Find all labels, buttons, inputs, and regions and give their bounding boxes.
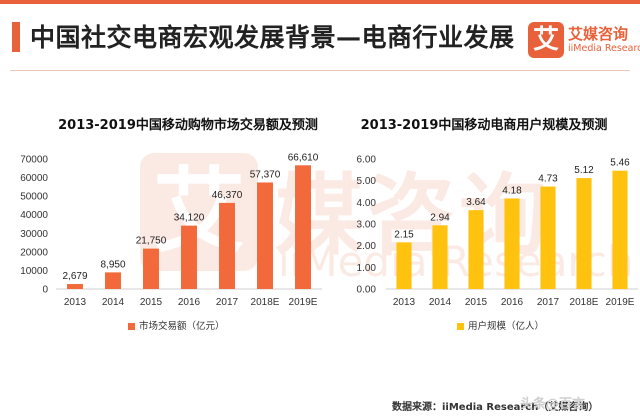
right-bar (504, 198, 520, 289)
right-chart-legend: 用户规模（亿人） (457, 318, 544, 332)
left-data-label: 46,370 (212, 190, 243, 201)
left-legend-label: 市场交易额（亿元） (139, 321, 225, 332)
left-bar (67, 284, 83, 289)
logo-english-name: iiMedia Research (568, 43, 640, 54)
left-data-label: 2,679 (62, 271, 87, 282)
left-chart-legend: 市场交易额（亿元） (128, 318, 225, 332)
data-source: 数据来源：iiMedia Research（艾媒咨询） (392, 402, 599, 413)
right-data-label: 2.94 (430, 212, 450, 223)
left-x-tick-label: 2017 (216, 297, 239, 308)
right-x-tick-label: 2018E (570, 297, 599, 308)
left-bar (181, 225, 197, 289)
left-y-tick-label: 0 (42, 285, 48, 296)
brand-logo: 艾 艾媒咨询 iiMedia Research (528, 22, 640, 60)
right-bar (468, 210, 484, 289)
left-y-tick-label: 70000 (20, 155, 48, 166)
right-data-label: 3.64 (466, 197, 486, 208)
page-title: 中国社交电商宏观发展背景—电商行业发展 (30, 23, 515, 52)
right-y-tick-label: 5.00 (357, 176, 377, 187)
right-bar (540, 186, 556, 289)
right-data-label: 5.12 (574, 165, 594, 176)
left-data-label: 21,750 (136, 236, 167, 247)
left-y-tick-label: 40000 (20, 210, 48, 221)
left-bar (295, 165, 311, 289)
left-y-tick-label: 10000 (20, 266, 48, 277)
left-y-tick-label: 30000 (20, 229, 48, 240)
right-y-tick-label: 2.00 (357, 241, 377, 252)
left-bar (143, 248, 159, 289)
right-y-tick-label: 1.00 (357, 263, 377, 274)
right-bar (576, 178, 592, 289)
right-chart-plot: 0.00 1.00 2.00 3.00 4.00 5.00 6.00 2.15 2013 2.94… (357, 155, 638, 308)
header-divider (10, 70, 630, 71)
right-data-label: 2.15 (394, 229, 414, 240)
left-data-label: 8,950 (100, 259, 125, 270)
right-bar (396, 242, 412, 289)
left-chart-plot: 0 10000 20000 30000 40000 50000 60000 70000 2,67… (20, 152, 322, 308)
right-y-tick-label: 3.00 (357, 220, 377, 231)
left-x-tick-label: 2015 (140, 297, 163, 308)
right-data-label: 5.46 (610, 158, 630, 169)
right-x-tick-label: 2019E (606, 297, 635, 308)
right-x-tick-label: 2014 (429, 297, 452, 308)
right-chart-title: 2013-2019中国移动电商用户规模及预测 (360, 118, 608, 133)
right-bar (612, 170, 628, 289)
right-x-tick-label: 2016 (501, 297, 524, 308)
left-data-label: 34,120 (174, 213, 205, 224)
right-x-tick-label: 2013 (393, 297, 416, 308)
left-x-tick-label: 2019E (289, 297, 318, 308)
left-x-tick-label: 2014 (102, 297, 125, 308)
left-chart-title: 2013-2019中国移动购物市场交易额及预测 (58, 118, 318, 133)
right-x-tick-label: 2015 (465, 297, 488, 308)
left-y-tick-label: 50000 (20, 192, 48, 203)
right-x-tick-label: 2017 (537, 297, 560, 308)
right-bar (432, 225, 448, 289)
left-data-label: 66,610 (288, 152, 319, 163)
right-data-label: 4.73 (538, 174, 558, 185)
legend-swatch-right (457, 323, 464, 330)
right-y-tick-label: 4.00 (357, 198, 377, 209)
left-x-tick-label: 2013 (64, 297, 87, 308)
top-accent-rule (0, 0, 640, 4)
left-data-label: 57,370 (250, 169, 281, 180)
left-bar (105, 272, 121, 289)
left-bar (257, 182, 273, 289)
right-legend-label: 用户规模（亿人） (468, 321, 545, 332)
logo-chinese-name: 艾媒咨询 (568, 25, 629, 43)
right-y-tick-label: 6.00 (357, 155, 377, 166)
right-data-label: 4.18 (502, 185, 522, 196)
corner-watermark: 头条@百言 (520, 397, 586, 412)
left-y-tick-label: 20000 (20, 247, 48, 258)
left-x-tick-label: 2016 (178, 297, 201, 308)
left-bar (219, 202, 235, 289)
legend-swatch-left (128, 323, 135, 330)
right-y-tick-label: 0.00 (357, 285, 377, 296)
left-x-tick-label: 2018E (251, 297, 280, 308)
logo-mark-icon: 艾 (528, 22, 564, 58)
title-accent-bar (12, 22, 20, 52)
left-y-tick-label: 60000 (20, 173, 48, 184)
